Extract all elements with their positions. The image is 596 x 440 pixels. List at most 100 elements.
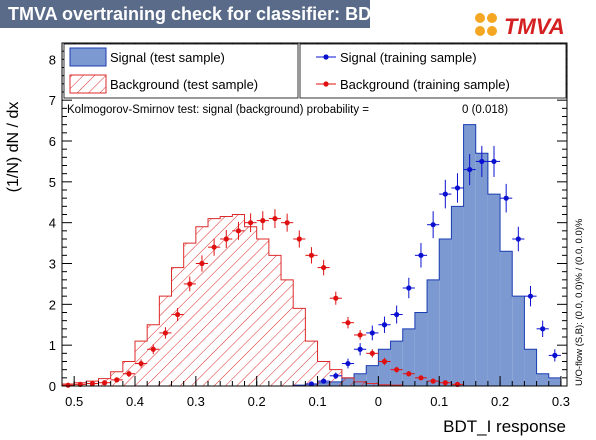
background-training-point <box>65 382 71 388</box>
background-training-point <box>381 358 388 365</box>
background-training-point <box>394 367 400 373</box>
background-test-bar <box>378 384 391 386</box>
background-training-point <box>442 380 448 386</box>
background-training-point <box>114 377 120 383</box>
signal-test-bar <box>512 296 525 386</box>
signal-test-bar <box>366 365 379 386</box>
signal-test-bar <box>500 251 513 386</box>
background-test-bar <box>256 239 269 386</box>
signal-training-point <box>321 378 327 384</box>
signal-training-point <box>308 381 315 387</box>
background-training-point <box>345 320 351 326</box>
background-test-bar <box>171 267 184 386</box>
background-test-bar <box>244 226 257 386</box>
signal-test-bar <box>536 373 549 386</box>
signal-training-point <box>515 236 521 242</box>
y-tick-label: 3 <box>49 257 56 272</box>
x-tick-label: 0.5 <box>65 394 83 409</box>
signal-test-bar <box>548 377 561 386</box>
legend-swatch-signal-test <box>69 47 107 67</box>
signal-training-point <box>406 285 412 291</box>
background-training-point <box>284 220 290 226</box>
y-tick-label: 5 <box>49 175 56 190</box>
background-training-point <box>248 220 254 226</box>
signal-training-point <box>394 311 400 318</box>
signal-training-point <box>381 322 388 328</box>
x-tick-label: 0.3 <box>552 394 570 409</box>
signal-test-bar <box>414 312 428 386</box>
y-tick-label: 8 <box>49 52 56 67</box>
background-training-point <box>138 360 144 367</box>
signal-training-point <box>369 330 375 336</box>
background-training-point <box>308 252 315 258</box>
x-tick-label: 0.3 <box>187 394 205 409</box>
signal-test-bar <box>451 206 464 386</box>
legend: Signal (test sample) Background (test sa… <box>63 43 567 99</box>
background-test-bar <box>195 226 209 386</box>
x-tick-label: 0.2 <box>491 394 509 409</box>
background-test-bar <box>232 214 245 386</box>
background-training-point <box>223 236 229 242</box>
background-test-bar <box>366 383 379 386</box>
signal-training-point <box>454 185 461 191</box>
signal-training-point <box>503 195 509 201</box>
background-training-point <box>296 236 302 242</box>
logo-text: TMVA <box>504 14 565 39</box>
signal-test-bar <box>475 153 488 386</box>
legend-label-background-training: Background (training sample) <box>340 77 510 92</box>
tmva-logo: TMVA <box>475 13 565 39</box>
ks-test-text: Kolmogorov-Smirnov test: signal (backgro… <box>67 104 369 116</box>
background-test-bar <box>354 381 367 386</box>
signal-training-point <box>540 326 546 332</box>
background-training-point <box>126 371 132 377</box>
y-tick-label: 7 <box>49 93 56 108</box>
y-tick-label: 2 <box>49 297 56 312</box>
signal-test-bar <box>402 328 415 386</box>
background-training-point <box>406 371 412 377</box>
x-tick-label: 0.2 <box>248 394 266 409</box>
marker-layer <box>62 145 561 388</box>
signal-test-bar <box>524 349 537 386</box>
signal-test-bar <box>439 239 452 386</box>
signal-training-point <box>333 373 339 379</box>
background-training-point <box>418 375 424 381</box>
background-training-point <box>101 380 108 386</box>
signal-test-bar <box>378 349 391 386</box>
x-tick-label: 0.1 <box>309 394 327 409</box>
background-test-bar <box>268 255 282 386</box>
background-test-bar <box>305 341 318 386</box>
signal-test-bar <box>390 341 403 386</box>
background-test-bar <box>183 243 196 386</box>
background-training-point <box>357 332 363 338</box>
legend-label-background-test: Background (test sample) <box>110 77 258 92</box>
y-axis-label: (1/N) dN / dx <box>5 102 22 193</box>
background-training-point <box>162 330 169 336</box>
background-training-point <box>321 264 327 271</box>
signal-training-point <box>527 293 534 299</box>
y-tick-label: 6 <box>49 134 56 149</box>
legend-marker-background-training <box>323 81 329 87</box>
background-training-point <box>333 295 339 301</box>
signal-training-point <box>357 346 363 352</box>
background-test-bar <box>293 308 306 386</box>
background-test-bar <box>341 377 355 386</box>
legend-swatch-background-test <box>69 74 107 94</box>
signal-training-point <box>442 191 448 197</box>
background-test-bar <box>208 218 221 386</box>
signal-training-point <box>552 352 558 358</box>
signal-test-bar <box>427 279 440 386</box>
signal-training-point <box>430 222 436 228</box>
x-tick-label: 0.1 <box>430 394 448 409</box>
background-training-point <box>89 380 96 387</box>
chart-title: TMVA overtraining check for classifier: … <box>0 0 397 28</box>
x-axis-label: BDT_I response <box>443 417 566 436</box>
signal-training-point <box>418 252 424 258</box>
background-test-bar <box>220 216 233 386</box>
background-test-bar <box>147 324 160 386</box>
histogram-layer <box>61 124 561 387</box>
y-tick-label: 0 <box>49 379 56 394</box>
y-tick-label: 1 <box>49 338 56 353</box>
background-training-point <box>150 346 156 352</box>
legend-marker-signal-training <box>323 54 329 60</box>
